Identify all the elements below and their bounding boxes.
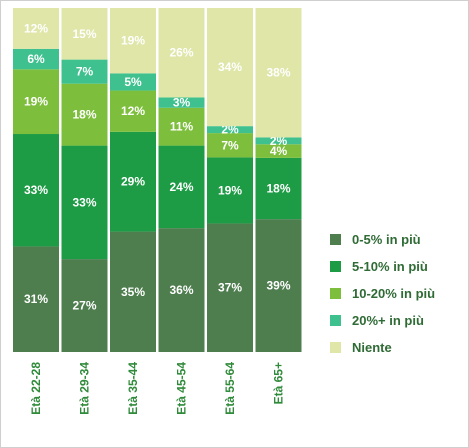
data-label: 29% [121,175,145,189]
data-label: 3% [173,96,191,110]
bar-segment [207,157,253,224]
legend-entry: 0-5% in più [352,232,421,247]
bar-segment [255,144,302,158]
data-label: 26% [169,46,193,60]
bar-segment [13,48,59,70]
x-tick-label: Età 35-44 [126,362,140,415]
data-label: 4% [270,144,288,158]
bar-segment [255,157,302,220]
data-label: 12% [24,21,48,35]
bar-segment [61,145,108,260]
bar-segment [13,69,59,135]
bar-segment [110,73,156,91]
bar-segment [158,97,205,108]
legend-entry: 5-10% in più [352,259,428,274]
legend-swatch [330,342,341,353]
bar-segment [110,131,156,232]
legend-entry: 20%+ in più [352,313,424,328]
bar-segment [207,223,253,352]
data-label: 19% [121,34,145,48]
data-label: 18% [72,108,96,122]
bar-segment [13,134,59,247]
data-label: 11% [170,120,194,134]
bar-segment [255,219,302,352]
data-label: 12% [121,104,145,118]
bar-segment [110,90,156,132]
bar-segment [255,8,302,138]
x-tick-label: Età 22-28 [29,362,43,415]
bar-segment [207,133,253,158]
legend: 0-5% in più 5-10% in più 10-20% in più 20%+… [330,232,435,355]
bars-group: 31% 33% 19% 6% 12% 27% 33% 18% 7% 15% 35% 29% 12% 5% 1… [13,8,302,352]
x-tick-label: Età 65+ [272,362,286,404]
data-label: 31% [24,292,48,306]
bar-segment [255,137,302,145]
bar-segment [110,8,156,74]
bar-segment [13,246,59,352]
data-label: 15% [72,27,96,41]
data-label: 39% [266,279,290,293]
bar-segment [61,59,108,84]
data-label: 18% [266,182,290,196]
data-label: 37% [218,281,242,295]
bar-segment [61,83,108,146]
data-label: 38% [266,66,290,80]
legend-entry: Niente [352,340,392,355]
data-label: 19% [24,95,48,109]
bar-segment [158,145,205,229]
data-label: 19% [218,183,242,197]
data-label: 35% [121,285,145,299]
bar-segment [158,8,205,98]
bar-segment [13,8,59,49]
bar-segment [110,231,156,352]
x-tick-label: Età 29-34 [78,362,92,415]
bar-segment [61,8,108,60]
x-axis-labels: Età 22-28 Età 29-34 Età 35-44 Età 45-54 Età … [29,362,286,415]
x-tick-label: Età 55-64 [223,362,237,415]
data-label: 7% [221,138,239,152]
bar-segment [61,259,108,352]
data-label: 34% [218,60,242,74]
legend-swatch [330,288,341,299]
legend-entry: 10-20% in più [352,286,435,301]
bar-segment [207,126,253,134]
data-label: 7% [76,65,94,79]
legend-swatch [330,261,341,272]
data-label: 33% [24,183,48,197]
bar-segment [207,8,253,127]
data-label: 27% [72,299,96,313]
bar-segment [158,228,205,352]
legend-swatch [330,315,341,326]
data-label: 6% [27,52,45,66]
data-label: 5% [124,75,142,89]
legend-swatch [330,234,341,245]
data-label: 33% [72,195,96,209]
data-label: 24% [169,180,193,194]
x-tick-label: Età 45-54 [175,362,189,415]
data-label: 36% [169,283,193,297]
bar-segment [158,107,205,146]
